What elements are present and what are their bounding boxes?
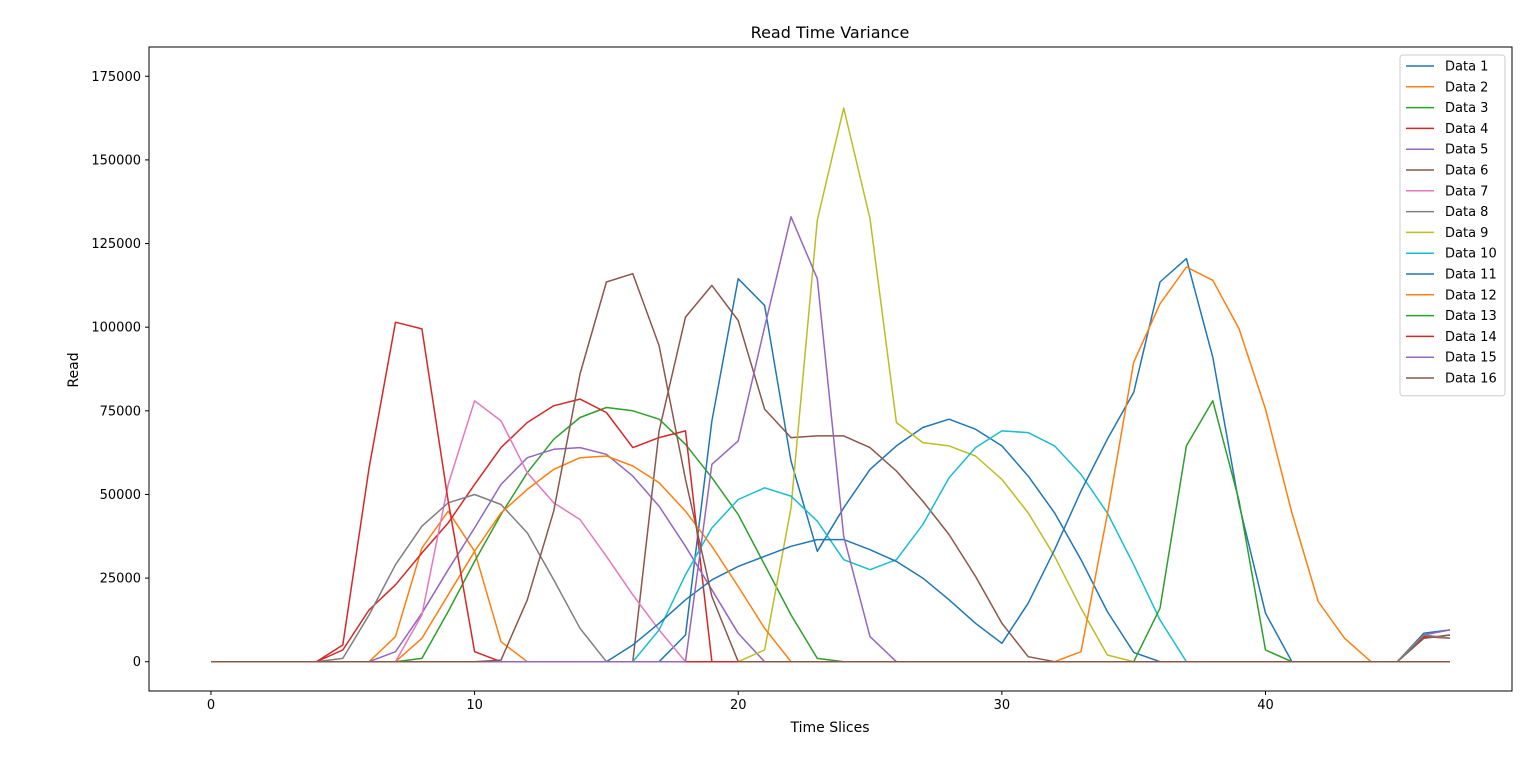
y-tick-label: 150000 [91,153,141,168]
legend-label-10: Data 10 [1445,247,1497,262]
y-tick-label: 100000 [91,321,141,336]
x-axis-label: Time Slices [790,720,870,736]
series-line-13 [211,400,1450,663]
series-line-10 [211,430,1450,663]
legend-label-7: Data 7 [1445,184,1488,199]
legend-label-4: Data 4 [1445,122,1488,137]
legend: Data 1 Data 2 Data 3 Data 4 Data 5 Data 6 Data… [1399,54,1506,397]
x-tick-label: 40 [1257,698,1274,713]
legend-label-5: Data 5 [1445,143,1488,158]
legend-label-1: Data 1 [1445,60,1488,75]
x-tick-label: 10 [466,698,483,713]
y-tick-label: 75000 [100,404,141,419]
x-tick-label: 30 [994,698,1011,713]
legend-label-8: Data 8 [1445,205,1488,220]
y-axis-label: Read [66,352,82,387]
series-line-11 [211,257,1450,663]
y-tick-label: 25000 [100,572,141,587]
series-line-16 [211,272,1450,663]
y-tick-label: 125000 [91,237,141,252]
y-tick-label: 0 [133,655,141,670]
legend-label-14: Data 14 [1445,330,1497,345]
legend-box [1399,54,1506,397]
legend-label-12: Data 12 [1445,288,1497,303]
series-line-9 [211,107,1450,663]
x-tick-label: 20 [730,698,747,713]
series-line-8 [211,493,1451,663]
series-line-7 [211,400,1450,663]
series-line-12 [211,266,1450,663]
y-tick-label: 50000 [100,488,141,503]
chart-title: Read Time Variance [751,23,910,42]
ticks-layer: 0 10 20 30 40 0 25000 50000 75000 100000 125000 150… [91,70,1273,713]
plot-frame [148,46,1513,692]
legend-label-6: Data 6 [1445,164,1488,179]
legend-label-2: Data 2 [1445,80,1488,95]
legend-label-3: Data 3 [1445,101,1488,116]
series-line-15 [211,216,1450,663]
legend-label-13: Data 13 [1445,309,1497,324]
legend-label-11: Data 11 [1445,268,1497,283]
legend-label-15: Data 15 [1445,351,1497,366]
y-tick-label: 175000 [91,70,141,85]
series-layer [211,107,1451,663]
x-tick-label: 0 [207,698,215,713]
legend-label-9: Data 9 [1445,226,1488,241]
series-line-1 [211,277,1451,663]
legend-label-16: Data 16 [1445,372,1497,387]
series-line-3 [211,406,1451,663]
